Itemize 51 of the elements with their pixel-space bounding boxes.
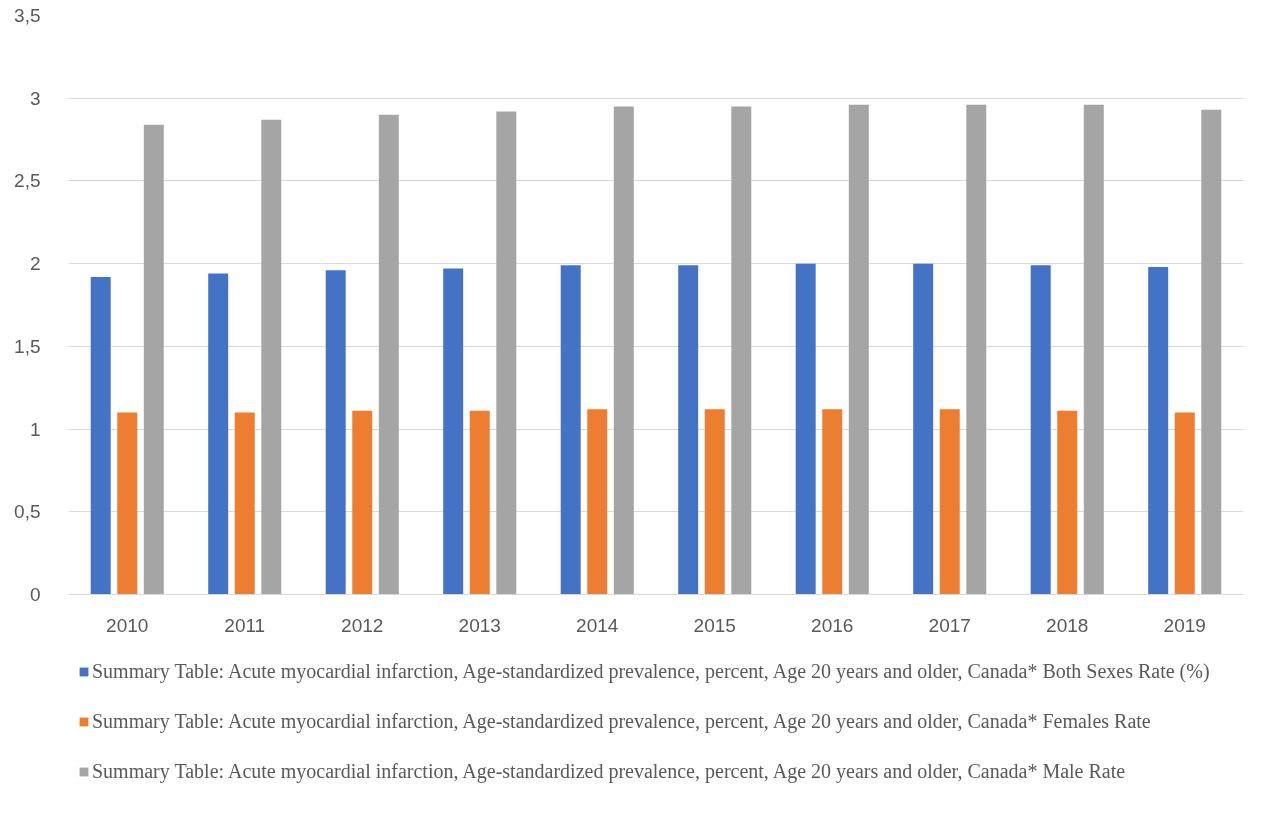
bar [1057,410,1078,595]
bar [496,111,517,595]
bar [469,410,490,595]
bar [587,409,608,595]
bar [913,263,934,595]
x-tick-label: 2019 [1163,614,1206,636]
bar [1083,104,1104,595]
bar [795,263,816,595]
x-tick-label: 2016 [811,614,854,636]
bar [678,265,699,595]
y-tick-label: 0 [29,584,41,605]
x-tick-label: 2011 [224,614,266,636]
bar [1174,412,1195,595]
bar [325,270,346,595]
bar [352,410,373,595]
bar [822,409,843,595]
bar [234,412,255,595]
bar [208,273,229,595]
x-tick-label: 2010 [106,614,149,636]
y-tick-label: 3,5 [14,5,41,26]
bar [90,276,111,595]
x-tick-label: 2014 [576,614,619,636]
bar [378,114,399,595]
bar [966,104,987,595]
bar [117,412,138,595]
y-tick-label: 1 [29,418,41,440]
legend-label: Summary Table: Acute myocardial infarction, Age-standardized prevalence, percent, Age 20 years and older, Canada* Females Rate [92,710,1151,733]
bar [261,119,282,595]
x-tick-label: 2012 [341,614,384,636]
bar [939,409,960,595]
x-tick-label: 2017 [928,614,971,636]
bar [613,106,634,595]
bar [848,104,869,595]
legend-label: Summary Table: Acute myocardial infarction, Age-standardized prevalence, percent, Age 20 years and older, Canada* Male Rate [92,760,1126,783]
y-tick-label: 0,5 [14,501,41,523]
bar [443,268,464,595]
y-tick-label: 3 [29,87,41,109]
bar [143,124,164,595]
x-tick-label: 2018 [1046,614,1089,636]
y-tick-label: 2,5 [14,170,41,192]
bar [704,409,725,595]
y-tick-label: 2 [29,253,41,275]
x-tick-label: 2013 [458,614,501,636]
bar [1030,265,1051,595]
bar [560,265,581,595]
x-tick-label: 2015 [693,614,736,636]
legend-label: Summary Table: Acute myocardial infarction, Age-standardized prevalence, percent, Age 20 years and older, Canada* Both Sexes Rate (%) [92,660,1210,683]
bar [1148,266,1169,595]
bar [1201,109,1222,595]
bar [731,106,752,595]
y-tick-label: 1,5 [14,335,41,357]
